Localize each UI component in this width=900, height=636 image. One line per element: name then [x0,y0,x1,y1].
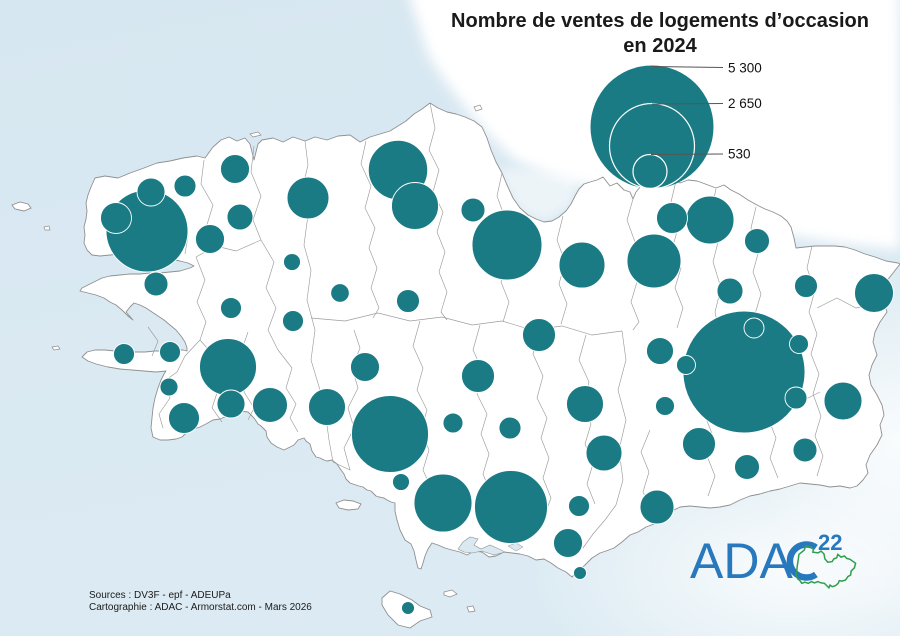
svg-text:22: 22 [818,530,842,555]
svg-text:2 650: 2 650 [728,96,762,111]
svg-text:530: 530 [728,147,751,162]
svg-text:5 300: 5 300 [728,61,762,76]
svg-text:ADA: ADA [690,533,793,589]
